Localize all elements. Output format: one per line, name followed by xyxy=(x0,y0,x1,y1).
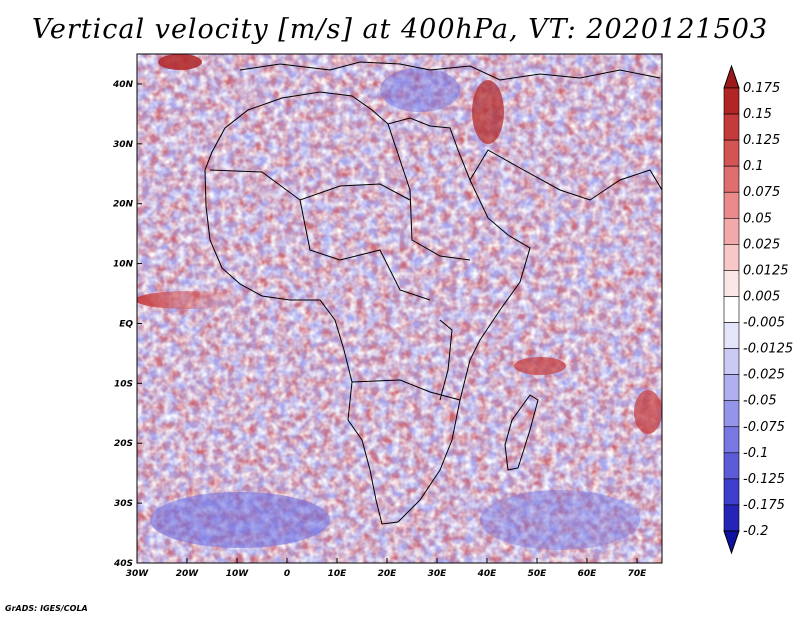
colorbar-label-1: 0.15 xyxy=(743,107,772,122)
southern-borders xyxy=(351,379,461,401)
colorbar-label-16: -0.175 xyxy=(743,498,785,513)
colorbar-label-17: -0.2 xyxy=(743,524,768,539)
africa-coastline xyxy=(204,91,531,525)
lon-tick-label-1: 20W xyxy=(176,569,200,579)
west-central-borders xyxy=(299,199,431,301)
lon-tick-label-3: 0 xyxy=(284,569,290,579)
middle-east-ascent-core xyxy=(472,80,504,144)
colorbar-top-triangle xyxy=(723,64,740,89)
colorbar-swatch-16 xyxy=(723,478,740,506)
velocity-field xyxy=(137,54,662,563)
map-title: Vertical velocity [m/s] at 400hPa, VT: 2… xyxy=(31,14,769,45)
lon-tick-label-0: 30W xyxy=(126,569,150,579)
colorbar-label-6: 0.025 xyxy=(743,237,780,252)
colorbar-label-13: -0.075 xyxy=(743,420,785,435)
colorbar-label-7: 0.0125 xyxy=(743,263,789,278)
lat-tick-label-8: 40S xyxy=(113,559,133,569)
lon-tick-label-8: 50E xyxy=(528,569,548,579)
colorbar-swatch-4 xyxy=(723,165,740,193)
colorbar-swatch-7 xyxy=(723,244,740,271)
axis-ticks: 30W 20W 10W 0 10E 20E 30E 40E 50E 60E 70E 40N 30N 20N… xyxy=(112,80,647,579)
colorbar-label-2: 0.125 xyxy=(743,133,780,148)
south-atlantic-descent xyxy=(150,492,330,548)
colorbar-swatch-8 xyxy=(723,270,740,297)
lat-tick-label-4: EQ xyxy=(119,319,133,329)
colorbar-label-15: -0.125 xyxy=(743,472,785,487)
colorbar-swatch-11 xyxy=(723,348,740,375)
colorbar-label-8: 0.005 xyxy=(743,289,780,304)
grads-credit: GrADS: IGES/COLA xyxy=(5,604,88,613)
lake-region-borders xyxy=(439,319,453,401)
lat-tick-label-3: 10N xyxy=(113,260,134,270)
east-borders xyxy=(387,123,471,261)
lat-tick-label-2: 20N xyxy=(113,200,134,210)
sahel-borders xyxy=(209,169,411,201)
madagascar-coastline xyxy=(504,394,539,471)
colorbar-bottom-triangle xyxy=(723,530,740,555)
colorbar: 0.175 0.15 0.125 0.1 0.075 0.05 0.025 0.0125 0.0… xyxy=(723,64,793,555)
colorbar-label-3: 0.1 xyxy=(743,159,764,174)
colorbar-label-11: -0.025 xyxy=(743,368,785,383)
colorbar-label-5: 0.05 xyxy=(743,211,772,226)
lon-tick-label-7: 40E xyxy=(477,569,498,579)
europe-coastline xyxy=(239,61,661,81)
lon-tick-label-5: 20E xyxy=(378,569,398,579)
lat-tick-label-7: 30S xyxy=(114,499,133,509)
colorbar-swatch-6 xyxy=(723,217,740,245)
colorbar-label-0: 0.175 xyxy=(743,81,780,96)
coastlines xyxy=(204,61,662,525)
colorbar-label-4: 0.075 xyxy=(743,185,780,200)
lon-tick-label-9: 60E xyxy=(578,569,598,579)
colorbar-swatch-9 xyxy=(723,296,740,323)
colorbar-swatch-14 xyxy=(723,426,740,454)
colorbar-swatch-17 xyxy=(723,504,740,532)
colorbar-swatch-1 xyxy=(723,87,740,115)
colorbar-label-14: -0.1 xyxy=(743,446,768,461)
colorbar-swatch-3 xyxy=(723,139,740,167)
colorbar-swatch-12 xyxy=(723,374,740,402)
colorbar-swatch-13 xyxy=(723,400,740,428)
lat-tick-label-6: 20S xyxy=(114,439,133,449)
equatorial-ascent-band xyxy=(137,291,245,309)
lon-tick-label-6: 30E xyxy=(428,569,448,579)
lat-tick-label-5: 10S xyxy=(114,379,133,389)
field-mixed-texture xyxy=(137,54,662,563)
lon-tick-label-10: 70E xyxy=(628,569,648,579)
mediterranean-descent xyxy=(380,68,460,112)
lon-tick-label-4: 10E xyxy=(328,569,348,579)
colorbar-label-12: -0.05 xyxy=(743,394,777,409)
colorbar-swatch-2 xyxy=(723,113,740,141)
colorbar-label-10: -0.0125 xyxy=(743,342,793,357)
lat-tick-label-0: 40N xyxy=(112,80,134,90)
map-frame xyxy=(136,53,663,564)
madagascar-east-ascent xyxy=(514,357,566,375)
colorbar-swatch-15 xyxy=(723,452,740,480)
colorbar-label-9: -0.005 xyxy=(743,316,785,331)
colorbar-swatch-10 xyxy=(723,322,740,349)
lon-tick-label-2: 10W xyxy=(226,569,250,579)
lat-tick-label-1: 30N xyxy=(113,140,134,150)
arabia-coastline xyxy=(469,149,662,201)
colorbar-swatch-5 xyxy=(723,191,740,219)
south-indian-descent xyxy=(480,490,640,550)
northwest-ascent-core xyxy=(158,54,202,70)
indian-ocean-ascent xyxy=(634,390,662,434)
